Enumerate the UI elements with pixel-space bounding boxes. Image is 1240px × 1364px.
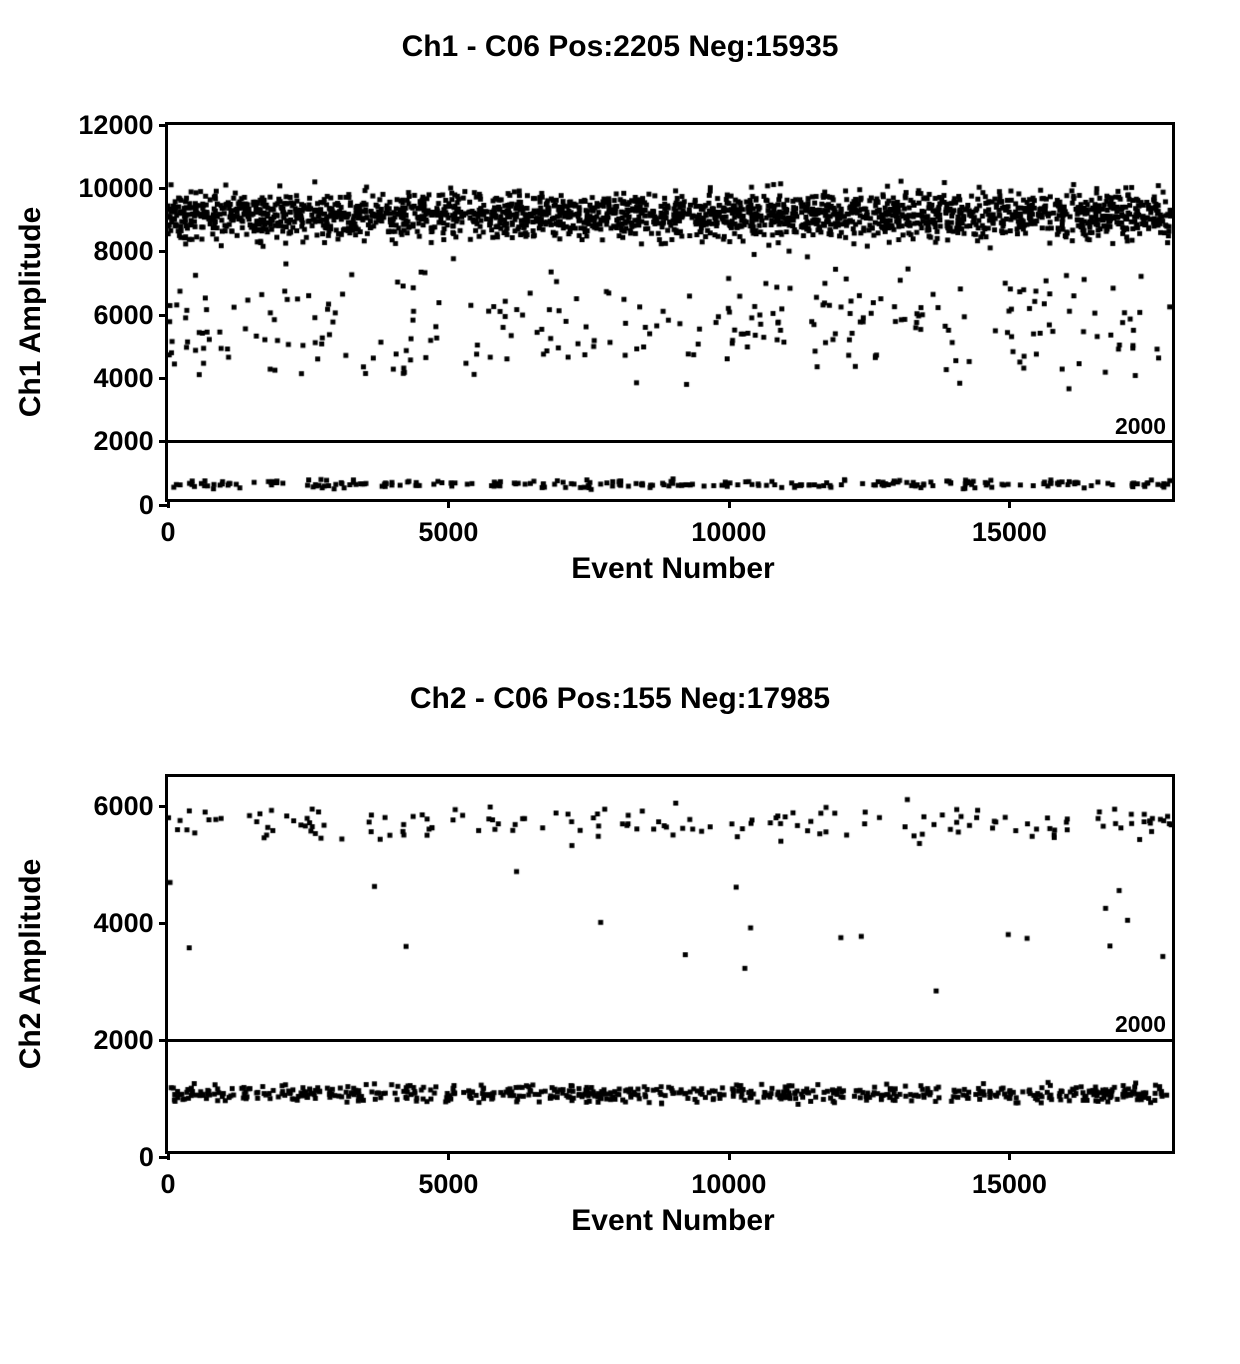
charts-container: Ch1 - C06 Pos:2205 Neg:15935200002000400… [40,30,1200,1234]
xtick-label: 0 [160,517,175,548]
xtick-mark [447,1151,450,1160]
ytick-label: 4000 [94,363,154,394]
threshold-label: 2000 [1115,1011,1166,1038]
threshold-line [168,1039,1172,1042]
xtick-label: 15000 [972,517,1047,548]
scatter-canvas [168,777,1172,1151]
ytick-label: 0 [139,1142,154,1173]
chart-frame: 2000 0 2000 4000 6000 8000 10000 12000 0 5000 1000… [40,72,1215,582]
ytick-label: 0 [139,490,154,521]
xtick-label: 5000 [418,1169,478,1200]
chart-ch1: Ch1 - C06 Pos:2205 Neg:15935200002000400… [40,30,1200,582]
ytick-mark [159,805,168,808]
ytick-label: 6000 [94,791,154,822]
ytick-mark [159,250,168,253]
ytick-label: 2000 [94,1025,154,1056]
threshold-label: 2000 [1115,413,1166,440]
xtick-mark [167,1151,170,1160]
xtick-label: 15000 [972,1169,1047,1200]
xtick-label: 10000 [691,1169,766,1200]
chart-ch2: Ch2 - C06 Pos:155 Neg:179852000020004000… [40,682,1200,1234]
xtick-label: 0 [160,1169,175,1200]
ytick-label: 10000 [78,173,153,204]
ytick-mark [159,377,168,380]
xtick-mark [1008,499,1011,508]
xtick-mark [447,499,450,508]
chart-frame: 20000200040006000050001000015000Ch2 Ampl… [40,724,1215,1234]
xtick-mark [728,499,731,508]
x-axis-label: Event Number [168,1204,1178,1238]
threshold-line [168,440,1172,443]
ytick-mark [159,1039,168,1042]
xtick-mark [1008,1151,1011,1160]
chart-title: Ch2 - C06 Pos:155 Neg:17985 [40,682,1200,716]
ytick-label: 8000 [94,236,154,267]
ytick-label: 4000 [94,908,154,939]
xtick-mark [728,1151,731,1160]
ytick-label: 12000 [78,110,153,141]
ytick-mark [159,187,168,190]
plot-area: 2000020004000600080001000012000050001000… [165,122,1175,502]
xtick-label: 10000 [691,517,766,548]
ytick-mark [159,922,168,925]
ytick-label: 2000 [94,426,154,457]
x-axis-label: Event Number [168,552,1178,586]
chart-title: Ch1 - C06 Pos:2205 Neg:15935 [40,30,1200,64]
ytick-mark [159,314,168,317]
y-axis-label: Ch1 Amplitude [14,207,48,418]
ytick-mark [159,124,168,127]
xtick-mark [167,499,170,508]
plot-area: 20000200040006000050001000015000Ch2 Ampl… [165,774,1175,1154]
y-axis-label: Ch2 Amplitude [14,859,48,1070]
ytick-label: 6000 [94,300,154,331]
xtick-label: 5000 [418,517,478,548]
ytick-mark [159,440,168,443]
